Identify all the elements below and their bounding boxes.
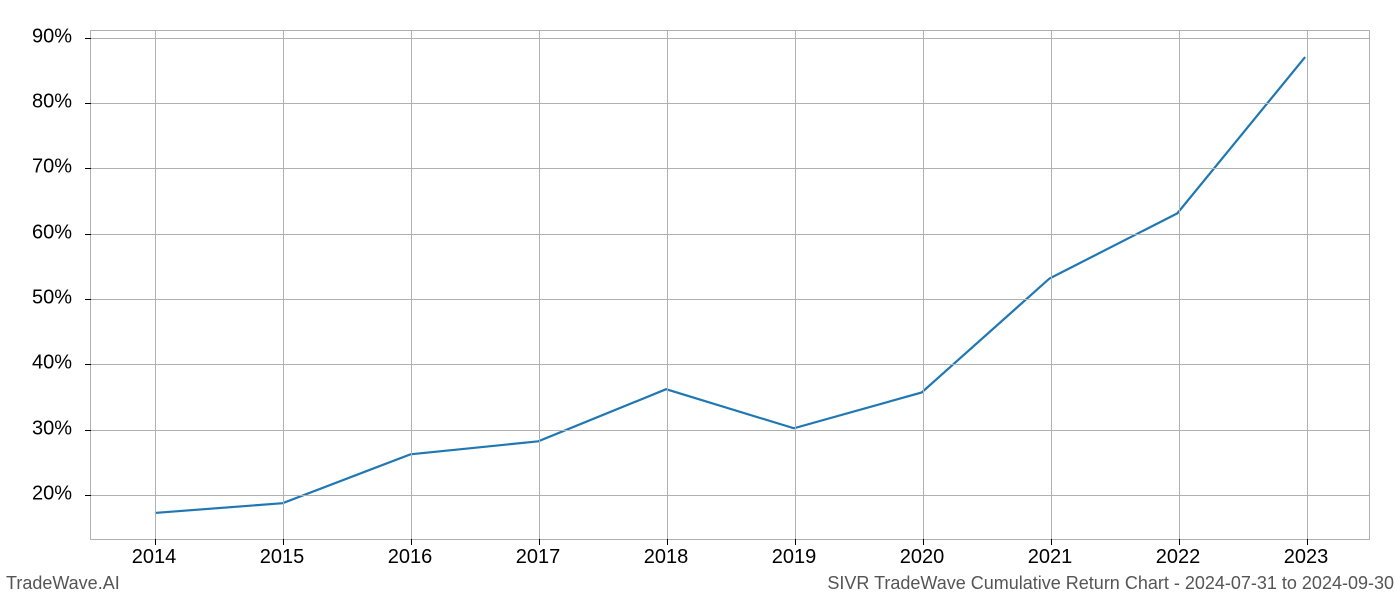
y-tick-mark (85, 168, 91, 169)
y-tick-mark (85, 430, 91, 431)
x-tick-label: 2016 (388, 546, 433, 569)
grid-line-vertical (411, 31, 412, 539)
x-tick-mark (283, 539, 284, 545)
x-tick-label: 2015 (260, 546, 305, 569)
x-tick-label: 2018 (644, 546, 689, 569)
y-tick-label: 20% (0, 483, 72, 506)
y-tick-label: 50% (0, 287, 72, 310)
x-tick-mark (795, 539, 796, 545)
chart-container: 20%30%40%50%60%70%80%90%2014201520162017… (90, 30, 1370, 540)
y-tick-mark (85, 299, 91, 300)
series-line (155, 57, 1305, 513)
x-tick-mark (667, 539, 668, 545)
x-tick-label: 2021 (1028, 546, 1073, 569)
x-tick-label: 2014 (132, 546, 177, 569)
x-tick-mark (539, 539, 540, 545)
x-tick-mark (411, 539, 412, 545)
grid-line-vertical (155, 31, 156, 539)
y-tick-mark (85, 103, 91, 104)
y-tick-label: 70% (0, 156, 72, 179)
y-tick-mark (85, 38, 91, 39)
x-tick-mark (155, 539, 156, 545)
footer-left-text: TradeWave.AI (6, 573, 120, 594)
x-tick-mark (1179, 539, 1180, 545)
x-tick-mark (1307, 539, 1308, 545)
grid-line-vertical (795, 31, 796, 539)
x-tick-mark (923, 539, 924, 545)
x-tick-label: 2017 (516, 546, 561, 569)
x-tick-label: 2023 (1284, 546, 1329, 569)
y-tick-mark (85, 234, 91, 235)
grid-line-vertical (1051, 31, 1052, 539)
y-tick-label: 60% (0, 221, 72, 244)
plot-area (90, 30, 1370, 540)
x-tick-mark (1051, 539, 1052, 545)
x-tick-label: 2019 (772, 546, 817, 569)
grid-line-vertical (667, 31, 668, 539)
grid-line-vertical (539, 31, 540, 539)
y-tick-label: 40% (0, 352, 72, 375)
grid-line-vertical (1307, 31, 1308, 539)
grid-line-vertical (1179, 31, 1180, 539)
y-tick-label: 30% (0, 417, 72, 440)
grid-line-vertical (283, 31, 284, 539)
x-tick-label: 2020 (900, 546, 945, 569)
y-tick-label: 80% (0, 90, 72, 113)
footer-right-text: SIVR TradeWave Cumulative Return Chart -… (827, 573, 1394, 594)
x-tick-label: 2022 (1156, 546, 1201, 569)
y-tick-label: 90% (0, 25, 72, 48)
y-tick-mark (85, 495, 91, 496)
grid-line-vertical (923, 31, 924, 539)
y-tick-mark (85, 364, 91, 365)
